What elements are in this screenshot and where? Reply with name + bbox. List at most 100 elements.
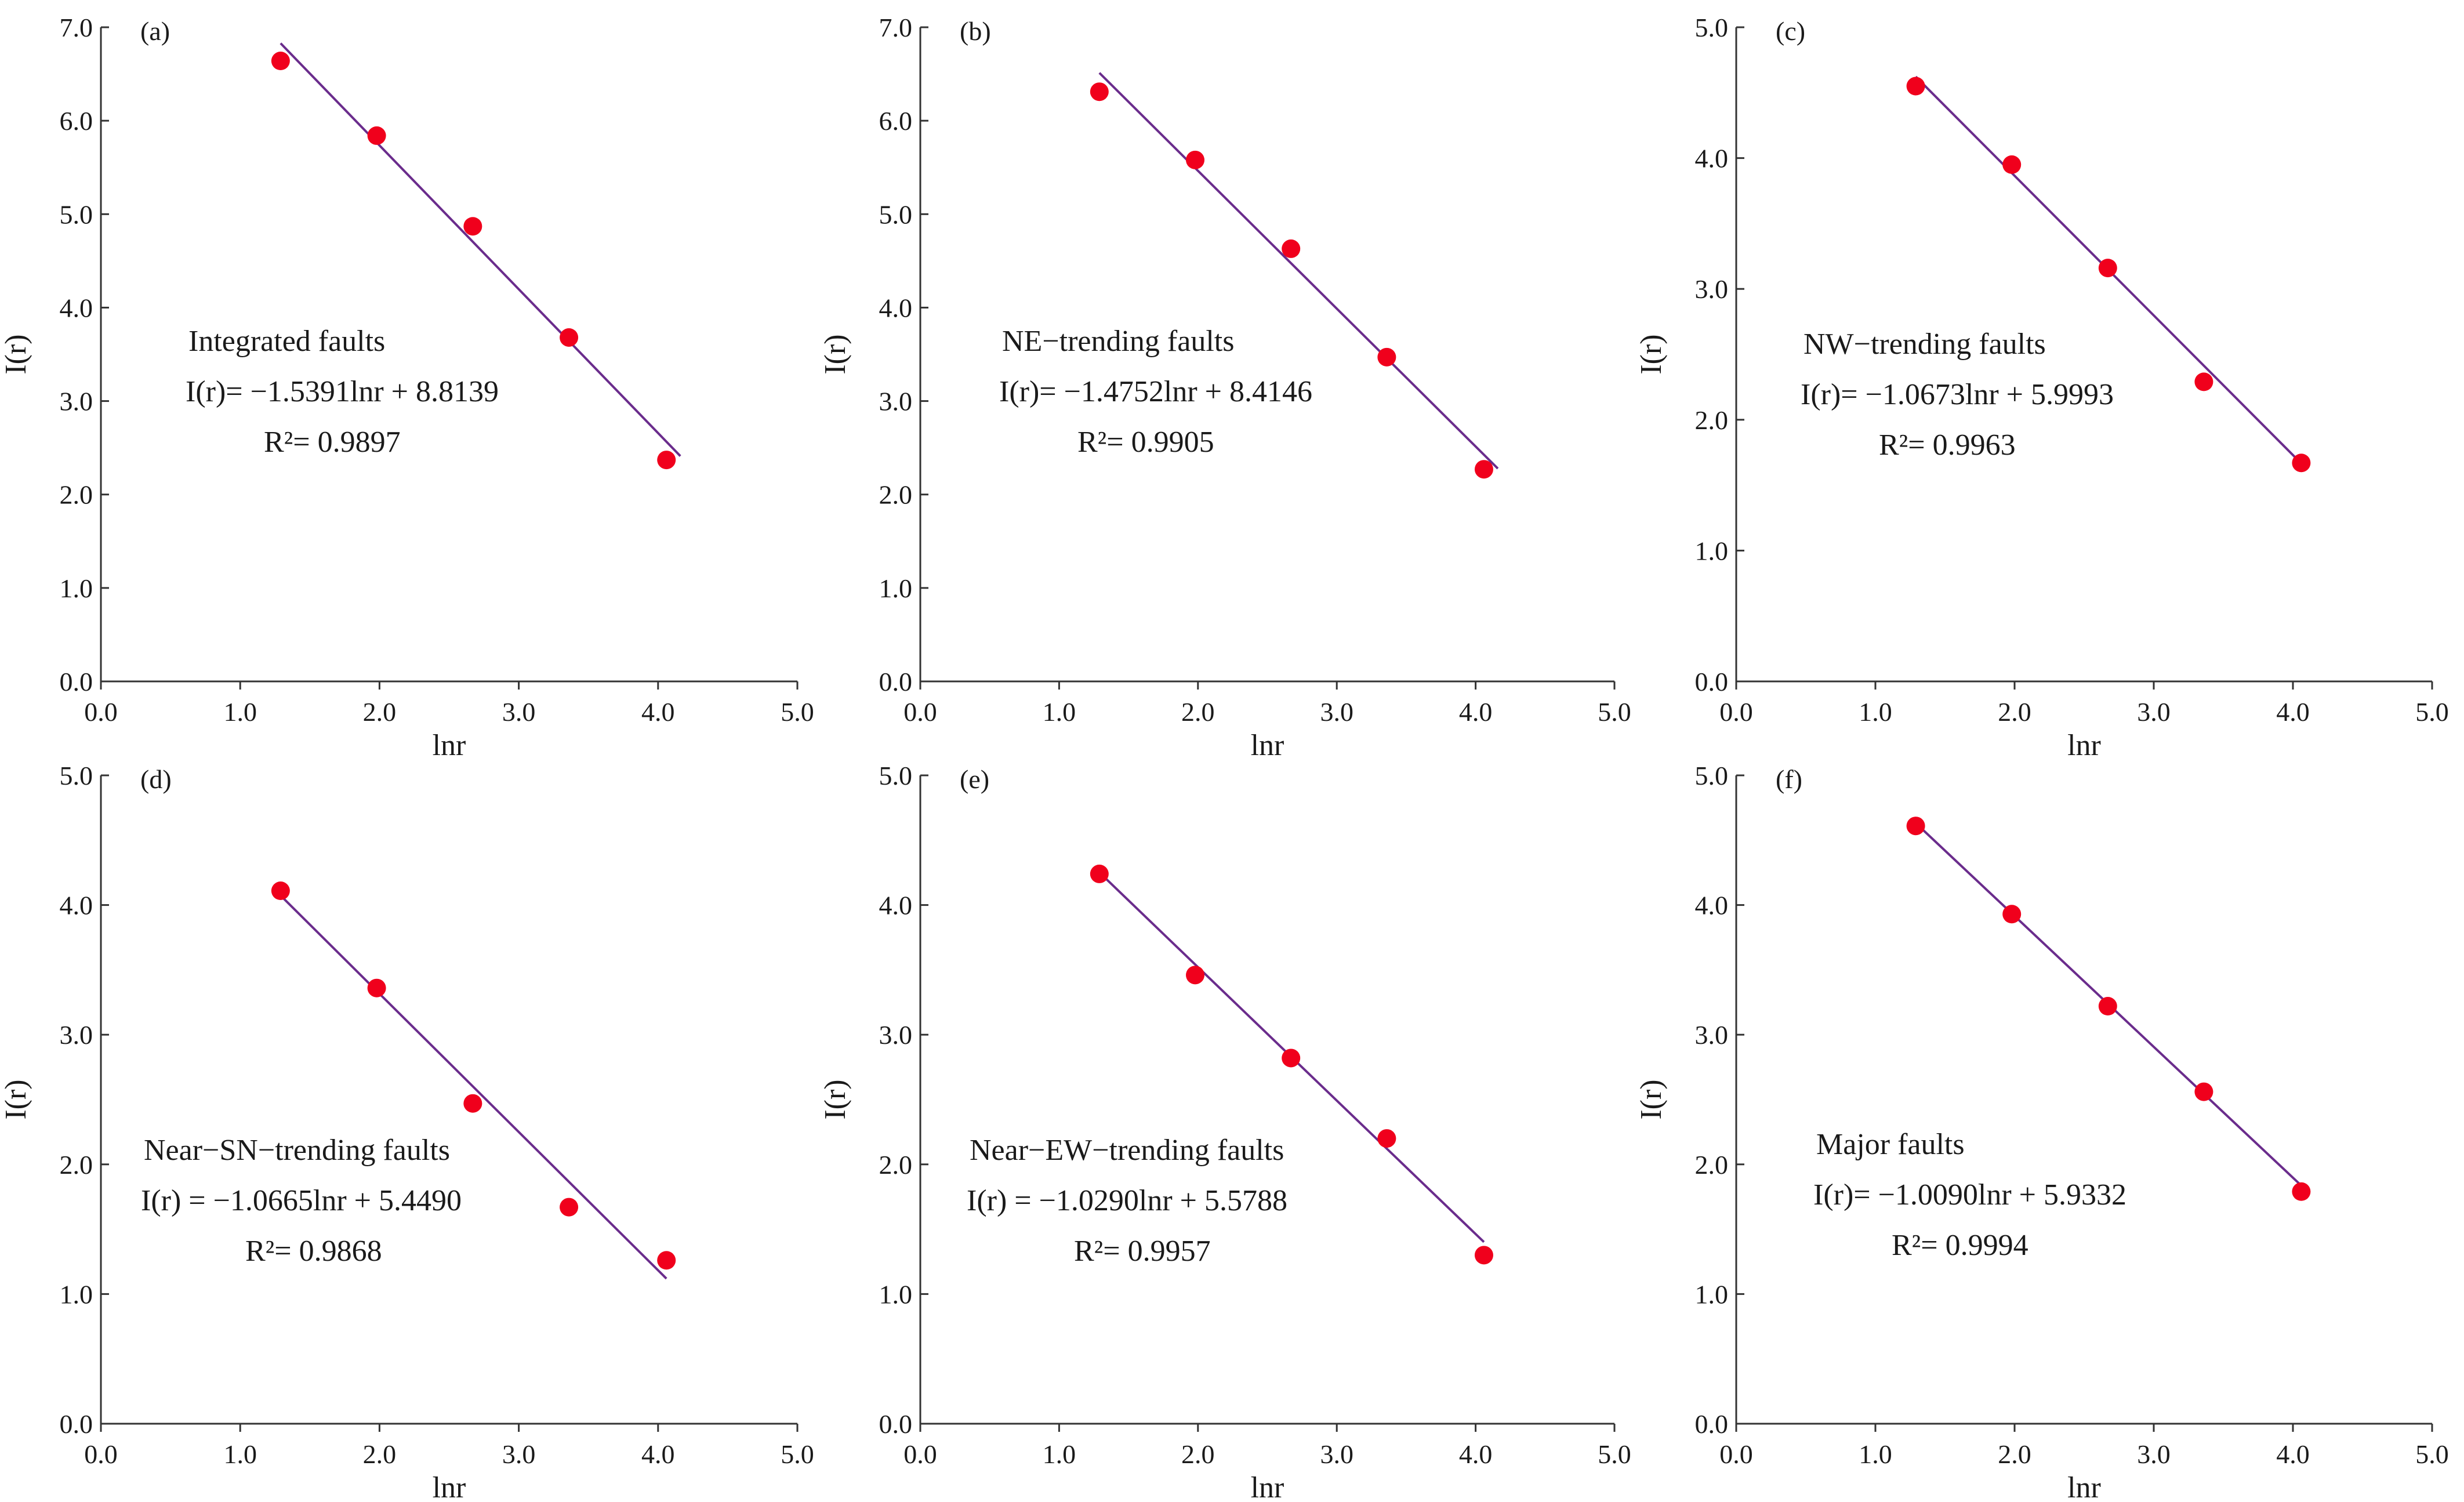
data-point bbox=[2098, 997, 2117, 1016]
fault-set-name: Near−SN−trending faults bbox=[144, 1134, 450, 1167]
r-squared-value: R²= 0.9905 bbox=[1077, 426, 1214, 459]
y-tick-label: 4.0 bbox=[60, 293, 93, 322]
y-tick-label: 4.0 bbox=[879, 293, 913, 322]
data-point bbox=[1906, 817, 1925, 836]
x-tick-label: 1.0 bbox=[223, 1439, 257, 1469]
x-tick-label: 0.0 bbox=[84, 1439, 118, 1469]
x-tick-label: 3.0 bbox=[502, 1439, 536, 1469]
x-tick-label: 0.0 bbox=[84, 697, 118, 727]
y-tick-label: 1.0 bbox=[1695, 536, 1729, 565]
y-tick-label: 0.0 bbox=[879, 667, 913, 696]
x-tick-label: 2.0 bbox=[1181, 1439, 1215, 1469]
r-squared-value: R²= 0.9957 bbox=[1074, 1235, 1211, 1268]
x-tick-label: 4.0 bbox=[2276, 1439, 2310, 1469]
data-point bbox=[1090, 864, 1109, 883]
y-tick-label: 1.0 bbox=[1695, 1279, 1729, 1309]
chart-panel: 0.0 1.0 2.0 3.0 4.0 5.0 0.0 1.0 2.0 3.0 4.0 5.0 lnr I… bbox=[819, 761, 1631, 1502]
regression-equation: I(r) = −1.0290lnr + 5.5788 bbox=[967, 1184, 1287, 1217]
data-point bbox=[1090, 82, 1109, 101]
panel-label: (d) bbox=[140, 764, 172, 794]
x-tick-label: 1.0 bbox=[223, 697, 257, 727]
fault-set-name: Major faults bbox=[1816, 1128, 1965, 1161]
y-tick-label: 4.0 bbox=[1695, 891, 1729, 920]
x-tick-label: 2.0 bbox=[363, 1439, 397, 1469]
regression-equation: I(r)= −1.0673lnr + 5.9993 bbox=[1801, 378, 2114, 411]
x-axis-title: lnr bbox=[2067, 1471, 2101, 1502]
y-tick-label: 7.0 bbox=[879, 13, 913, 42]
y-tick-label: 3.0 bbox=[879, 387, 913, 416]
y-tick-label: 6.0 bbox=[879, 106, 913, 136]
data-point bbox=[271, 881, 290, 901]
x-axis-title: lnr bbox=[2067, 729, 2101, 762]
y-tick-label: 5.0 bbox=[60, 199, 93, 229]
r-squared-value: R²= 0.9897 bbox=[264, 426, 401, 459]
y-tick-label: 2.0 bbox=[1695, 405, 1729, 435]
x-tick-label: 2.0 bbox=[1181, 697, 1215, 727]
data-point bbox=[560, 1198, 579, 1217]
regression-equation: I(r)= −1.5391lnr + 8.8139 bbox=[186, 375, 499, 408]
fault-set-name: NE−trending faults bbox=[1002, 325, 1234, 358]
y-tick-label: 3.0 bbox=[60, 387, 93, 416]
y-tick-label: 7.0 bbox=[60, 13, 93, 42]
y-tick-label: 0.0 bbox=[879, 1409, 913, 1439]
x-tick-label: 0.0 bbox=[903, 697, 937, 727]
y-axis-title: I(r) bbox=[0, 334, 32, 374]
regression-equation: I(r)= −1.4752lnr + 8.4146 bbox=[999, 375, 1312, 408]
chart-panel: 0.0 1.0 2.0 3.0 4.0 5.0 0.0 1.0 2.0 3.0 4.0 5.0 6.0 7… bbox=[0, 13, 814, 762]
y-tick-label: 1.0 bbox=[879, 574, 913, 603]
x-tick-label: 3.0 bbox=[1320, 697, 1353, 727]
y-tick-label: 1.0 bbox=[60, 574, 93, 603]
panel-label: (f) bbox=[1776, 764, 1802, 794]
x-tick-label: 5.0 bbox=[781, 697, 814, 727]
x-tick-label: 4.0 bbox=[2276, 697, 2310, 727]
fit-line bbox=[280, 42, 681, 457]
data-point bbox=[2002, 155, 2022, 174]
data-point bbox=[657, 1251, 676, 1270]
chart-panel: 0.0 1.0 2.0 3.0 4.0 5.0 0.0 1.0 2.0 3.0 4.0 5.0 6.0 7… bbox=[819, 13, 1631, 762]
panel-label: (c) bbox=[1776, 16, 1805, 46]
y-tick-label: 3.0 bbox=[1695, 274, 1729, 304]
data-point bbox=[2194, 372, 2213, 391]
x-axis-title: lnr bbox=[1251, 729, 1284, 762]
x-tick-label: 3.0 bbox=[2137, 1439, 2171, 1469]
panel-label: (a) bbox=[140, 16, 170, 46]
y-tick-label: 2.0 bbox=[1695, 1150, 1729, 1180]
y-tick-label: 2.0 bbox=[60, 1150, 93, 1180]
x-tick-label: 4.0 bbox=[641, 697, 675, 727]
y-tick-label: 3.0 bbox=[1695, 1020, 1729, 1050]
data-point bbox=[1186, 150, 1205, 169]
y-tick-label: 2.0 bbox=[879, 480, 913, 510]
x-tick-label: 3.0 bbox=[2137, 697, 2171, 727]
data-point bbox=[1186, 966, 1205, 985]
r-squared-value: R²= 0.9963 bbox=[1879, 429, 2016, 462]
x-tick-label: 5.0 bbox=[2415, 697, 2449, 727]
x-axis-title: lnr bbox=[433, 729, 466, 762]
chart-panel: 0.0 1.0 2.0 3.0 4.0 5.0 0.0 1.0 2.0 3.0 4.0 5.0 lnr I… bbox=[1635, 761, 2449, 1502]
y-axis-title: I(r) bbox=[1635, 334, 1668, 374]
x-tick-label: 2.0 bbox=[1998, 1439, 2031, 1469]
panel-label: (e) bbox=[960, 764, 989, 794]
regression-equation: I(r) = −1.0665lnr + 5.4490 bbox=[141, 1184, 462, 1217]
chart-panel: 0.0 1.0 2.0 3.0 4.0 5.0 0.0 1.0 2.0 3.0 4.0 5.0 lnr I… bbox=[0, 761, 814, 1502]
x-tick-label: 5.0 bbox=[1598, 697, 1631, 727]
data-point bbox=[463, 217, 482, 236]
x-tick-label: 1.0 bbox=[1043, 697, 1076, 727]
data-point bbox=[1906, 77, 1925, 96]
data-point bbox=[1474, 1246, 1493, 1265]
data-point bbox=[1377, 1129, 1396, 1148]
x-tick-label: 4.0 bbox=[1459, 1439, 1493, 1469]
y-axis-title: I(r) bbox=[819, 334, 852, 374]
x-tick-label: 4.0 bbox=[641, 1439, 675, 1469]
x-tick-label: 5.0 bbox=[1598, 1439, 1631, 1469]
y-tick-label: 6.0 bbox=[60, 106, 93, 136]
data-point bbox=[1282, 1049, 1301, 1068]
y-tick-label: 3.0 bbox=[879, 1020, 913, 1050]
data-point bbox=[2292, 453, 2311, 473]
y-tick-label: 0.0 bbox=[1695, 1409, 1729, 1439]
y-tick-label: 3.0 bbox=[60, 1020, 93, 1050]
data-point bbox=[2002, 905, 2022, 924]
panel-label: (b) bbox=[960, 16, 991, 46]
x-tick-label: 2.0 bbox=[363, 697, 397, 727]
y-tick-label: 2.0 bbox=[60, 480, 93, 510]
